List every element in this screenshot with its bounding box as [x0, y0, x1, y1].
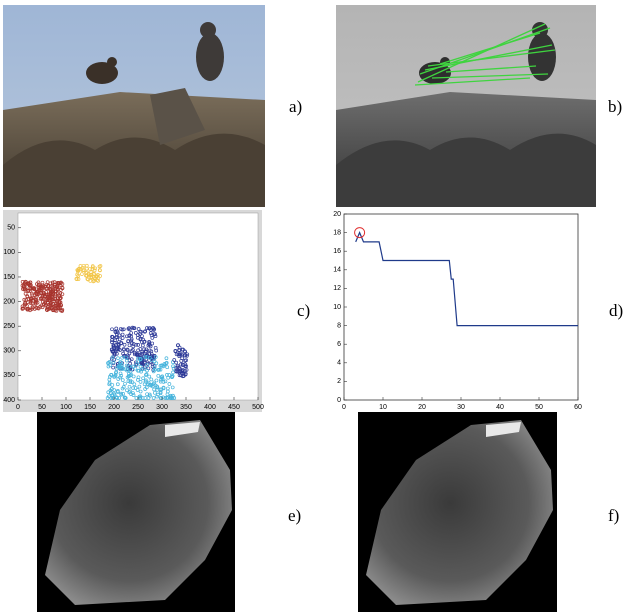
y-tick-label: 4	[337, 360, 341, 367]
figure: a) b) c) d) e) f) 0501001502002503003504…	[0, 0, 629, 614]
y-tick-label: 10	[333, 304, 341, 311]
y-tick-label: 150	[3, 274, 15, 281]
x-tick-label: 20	[418, 404, 426, 411]
y-tick-label: 2	[337, 378, 341, 385]
y-tick-label: 400	[3, 397, 15, 404]
x-tick-label: 40	[496, 404, 504, 411]
x-tick-label: 10	[379, 404, 387, 411]
panel-label: a)	[289, 97, 302, 116]
x-tick-label: 50	[38, 404, 46, 411]
x-tick-label: 50	[535, 404, 543, 411]
x-tick-label: 60	[574, 404, 582, 411]
crop-e	[37, 412, 235, 612]
y-tick-label: 20	[333, 211, 341, 218]
x-tick-label: 350	[180, 404, 192, 411]
x-tick-label: 0	[16, 404, 20, 411]
panel-label: b)	[608, 97, 622, 116]
y-tick-label: 50	[7, 225, 15, 232]
crop-f	[358, 412, 557, 612]
x-tick-label: 300	[156, 404, 168, 411]
y-tick-label: 300	[3, 348, 15, 355]
y-tick-label: 0	[337, 397, 341, 404]
panel-label: f)	[608, 506, 619, 525]
y-tick-label: 14	[333, 267, 341, 274]
y-tick-label: 100	[3, 249, 15, 256]
panel-label: d)	[609, 301, 623, 320]
panel-label: c)	[297, 301, 310, 320]
y-tick-label: 12	[333, 285, 341, 292]
y-tick-label: 250	[3, 323, 15, 330]
y-tick-label: 8	[337, 322, 341, 329]
x-tick-label: 200	[108, 404, 120, 411]
x-tick-label: 30	[457, 404, 465, 411]
x-tick-label: 500	[252, 404, 264, 411]
x-tick-label: 0	[342, 404, 346, 411]
photo-b	[336, 5, 596, 207]
x-tick-label: 400	[204, 404, 216, 411]
y-tick-label: 18	[333, 229, 341, 236]
y-tick-label: 200	[3, 298, 15, 305]
x-tick-label: 450	[228, 404, 240, 411]
x-tick-label: 100	[60, 404, 72, 411]
photo-a	[3, 5, 265, 207]
panel-label: e)	[288, 506, 301, 525]
y-tick-label: 350	[3, 372, 15, 379]
y-tick-label: 6	[337, 341, 341, 348]
x-tick-label: 250	[132, 404, 144, 411]
y-tick-label: 16	[333, 248, 341, 255]
x-tick-label: 150	[84, 404, 96, 411]
